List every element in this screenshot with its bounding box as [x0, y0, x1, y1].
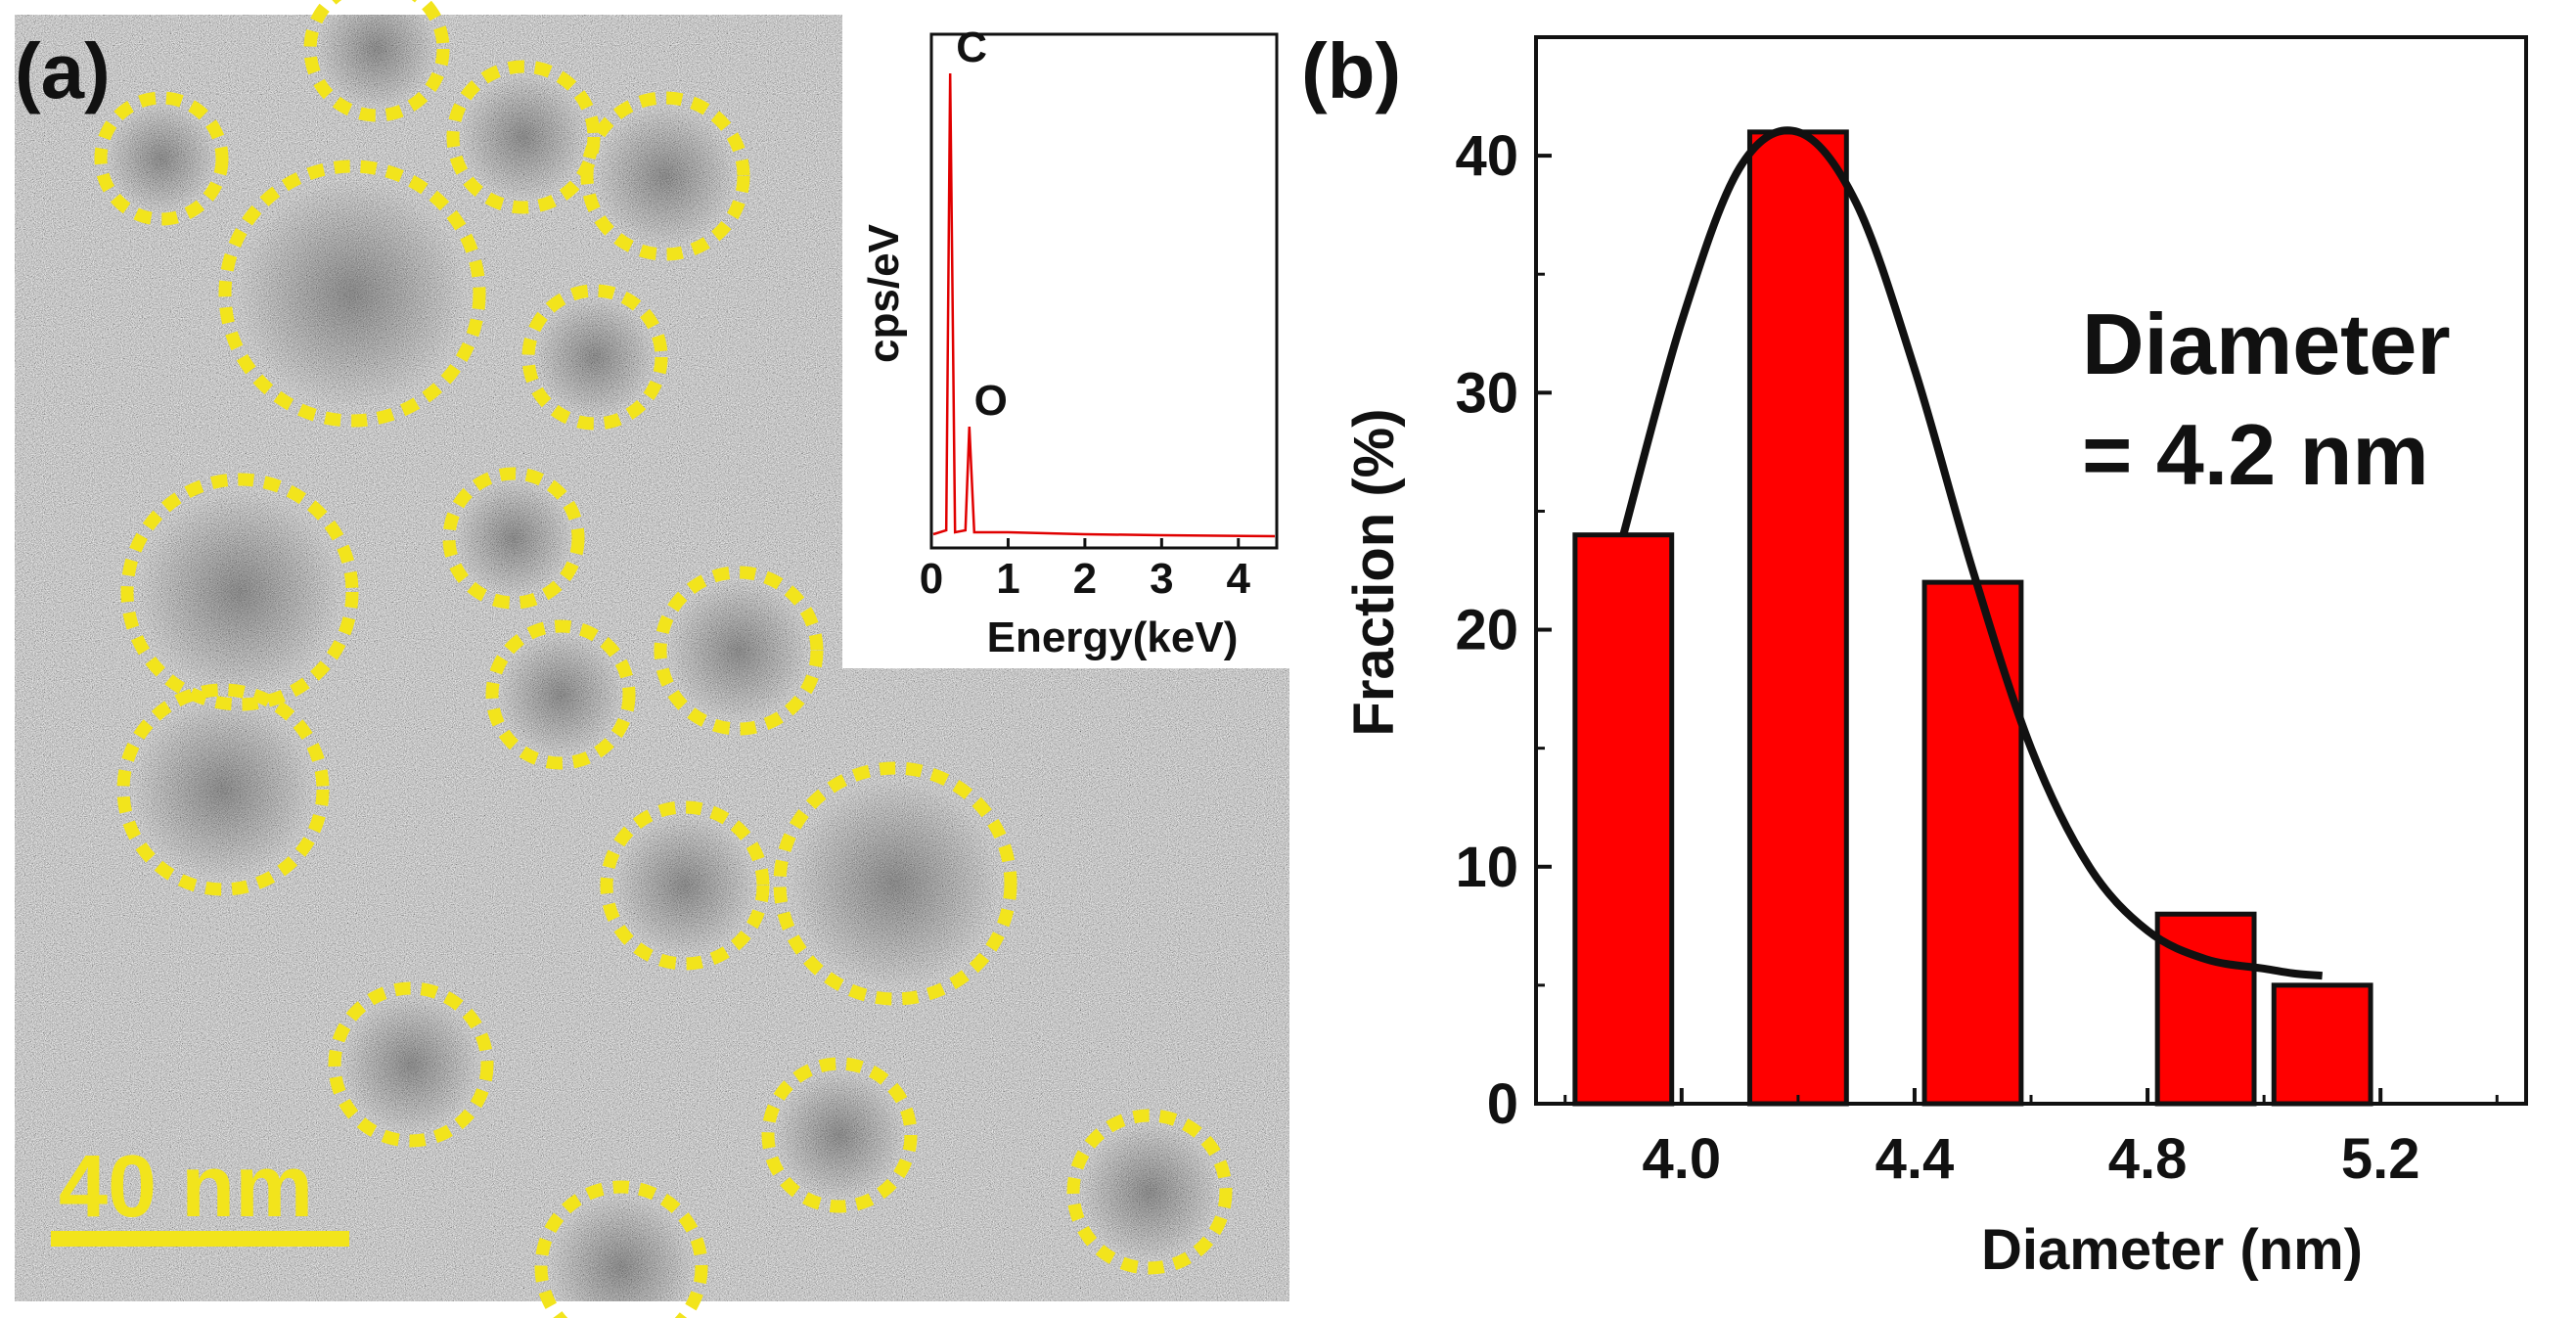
scale-bar: [51, 1231, 349, 1247]
particle-outline-circle: [580, 91, 750, 261]
panel-a-label: (a): [15, 27, 111, 114]
annotation-diameter-title: Diameter: [2082, 295, 2451, 392]
eds-x-axis-label: Energy(keV): [987, 614, 1239, 661]
histogram-bar: [1746, 129, 1849, 1107]
eds-x-ticks: 0 1 2 3 4: [920, 538, 1251, 603]
nanoparticle: [614, 815, 755, 956]
nanoparticle: [499, 633, 622, 756]
gaussian-fit-curve: [1619, 126, 2323, 980]
nanoparticle: [595, 106, 736, 247]
nanoparticle: [107, 104, 216, 213]
y-tick-label: 10: [1455, 836, 1518, 899]
y-tick-label: 20: [1455, 599, 1518, 662]
histogram-bar: [1921, 579, 2024, 1107]
particle-outline-circle: [446, 60, 601, 214]
y-tick-label: 30: [1455, 361, 1518, 425]
particle-outline-circle: [94, 91, 229, 226]
nanoparticle: [341, 995, 480, 1134]
eds-y-axis-label: cps/eV: [860, 223, 908, 363]
particle-outline-circle: [116, 683, 330, 896]
scale-bar-label: 40 nm: [59, 1138, 313, 1236]
nanoparticle: [534, 296, 655, 418]
eds-spectrum-line: [932, 72, 1276, 538]
particle-outline-circle: [1066, 1109, 1233, 1275]
eds-x-tick-label: 1: [996, 555, 1019, 603]
panel-b-label: (b): [1301, 27, 1401, 114]
nanoparticle: [138, 490, 341, 694]
nanoparticle-shadows: [107, 15, 1219, 1301]
x-tick-label: 5.2: [2341, 1127, 2420, 1191]
x-tick-label: 4.8: [2108, 1127, 2188, 1191]
particle-outline-circle: [120, 473, 359, 711]
nanoparticle: [549, 1195, 694, 1301]
particle-outline-circle: [761, 1057, 918, 1213]
particle-outline-circle: [534, 1180, 708, 1318]
nanoparticle: [316, 15, 437, 110]
nanoparticle: [455, 479, 572, 597]
particle-outline-circle: [773, 761, 1017, 1006]
eds-x-tick-label: 2: [1073, 555, 1097, 603]
particle-outline-circle: [442, 467, 585, 610]
histogram-chart: 0 10 20 30 40 4.0 4.4 4.8 5.2 Diameter (nm) Fra…: [1342, 35, 2528, 1282]
particle-outline-circle: [303, 0, 450, 122]
x-tick-label: 4.4: [1876, 1127, 1955, 1191]
y-axis-ticks: 0 10 20 30 40: [1455, 124, 1552, 1136]
y-axis-label: Fraction (%): [1342, 408, 1406, 736]
histogram-bar: [2271, 982, 2373, 1107]
annotation-diameter-value: = 4.2 nm: [2082, 406, 2429, 503]
eds-peak-labels: CO: [956, 23, 1008, 425]
y-tick-label: 0: [1487, 1072, 1518, 1136]
eds-plot-frame: [929, 32, 1279, 550]
x-axis-label: Diameter (nm): [1981, 1218, 2363, 1282]
eds-x-tick-label: 4: [1227, 555, 1251, 603]
nanoparticle: [460, 73, 587, 201]
nanoparticle: [791, 779, 1000, 988]
x-tick-label: 4.0: [1643, 1127, 1722, 1191]
particle-outline-circle: [654, 566, 824, 736]
particle-outline-circle: [328, 981, 494, 1148]
nanoparticle: [238, 179, 467, 408]
particle-outline-circle: [485, 619, 636, 770]
particle-outline-circle: [521, 284, 668, 431]
eds-x-tick-label: 0: [920, 555, 943, 603]
x-axis-ticks: 4.0 4.4 4.8 5.2: [1563, 1088, 2499, 1191]
eds-x-tick-label: 3: [1150, 555, 1173, 603]
nanoparticle: [668, 580, 809, 721]
histogram-bar: [1572, 532, 1675, 1107]
nanoparticle: [1080, 1122, 1219, 1261]
particle-outline-circle: [218, 159, 486, 428]
y-tick-label: 40: [1455, 124, 1518, 188]
nanoparticle: [775, 1070, 904, 1200]
particle-outlines: [94, 0, 1233, 1318]
particle-outline-circle: [600, 800, 770, 971]
eds-peak-label: O: [974, 377, 1008, 425]
nanoparticle: [133, 700, 313, 880]
eds-peak-label: C: [956, 23, 987, 71]
histogram-frame: [1534, 35, 2528, 1106]
